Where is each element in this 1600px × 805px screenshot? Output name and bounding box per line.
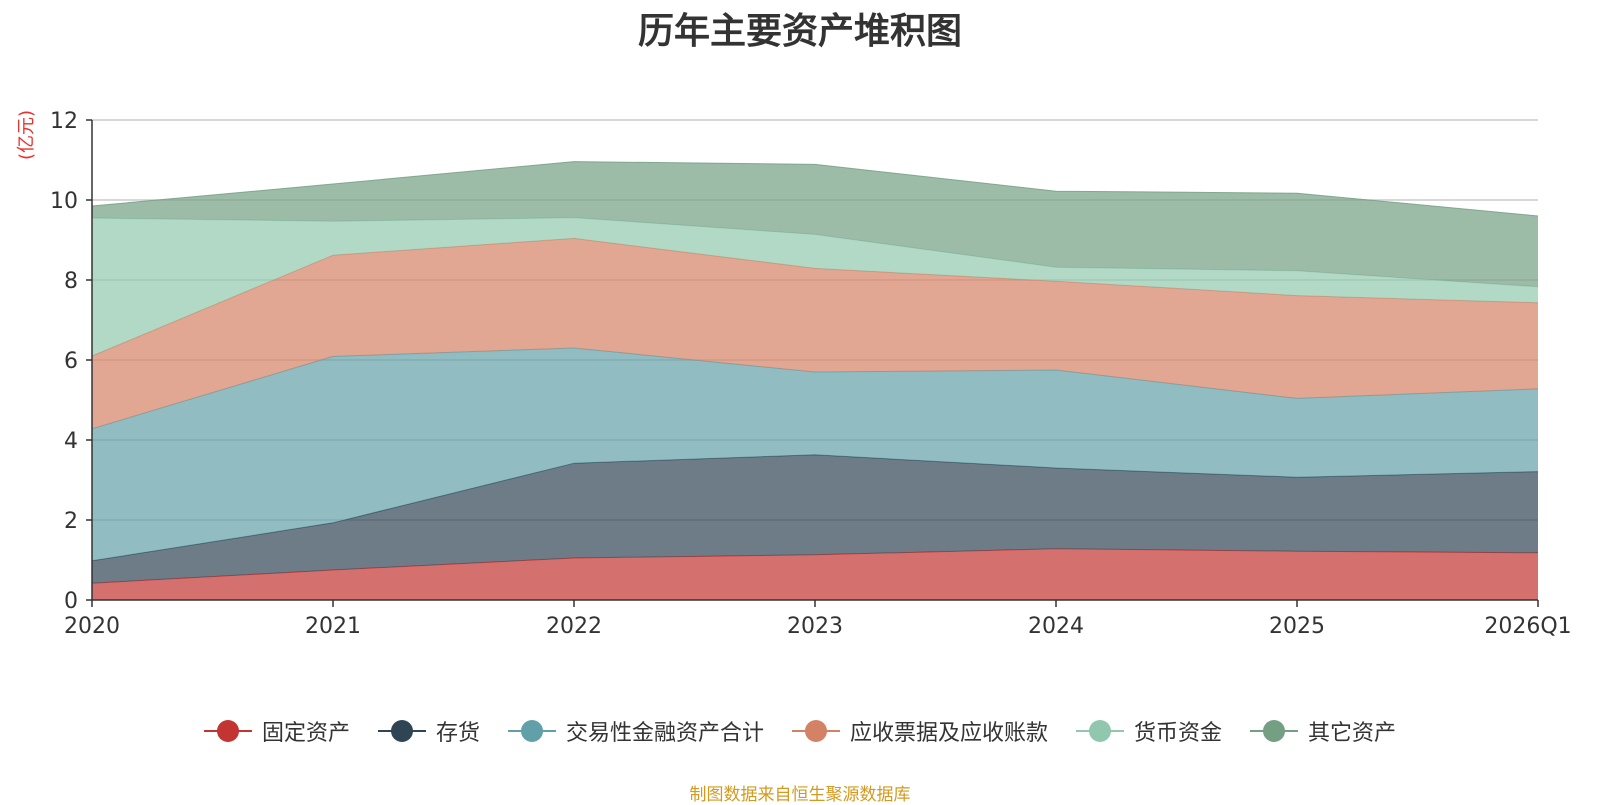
legend-label-0: 固定资产 bbox=[261, 721, 350, 746]
legend-marker-3 bbox=[792, 719, 840, 743]
legend-item-1[interactable]: 存货 bbox=[377, 715, 480, 747]
y-tick-label-6: 6 bbox=[64, 349, 78, 374]
x-tick-label-2023: 2023 bbox=[787, 614, 843, 639]
y-tick-label-8: 8 bbox=[64, 269, 78, 294]
legend-label-4: 货币资金 bbox=[1134, 721, 1223, 746]
legend-item-0[interactable]: 固定资产 bbox=[203, 715, 350, 747]
source-note: 制图数据来自恒生聚源数据库 bbox=[689, 785, 911, 805]
area-series-3[interactable] bbox=[92, 238, 1538, 429]
legend-marker-dot bbox=[520, 720, 543, 742]
legend-item-3[interactable]: 应收票据及应收账款 bbox=[792, 715, 1048, 747]
y-tick-label-12: 12 bbox=[50, 109, 78, 134]
x-tick-label-2022: 2022 bbox=[546, 614, 602, 639]
legend: 固定资产 存货 交易性金融资产合计 应收票据及应收账款 货币资金 其它资产 bbox=[0, 715, 1600, 749]
legend-label-5: 其它资产 bbox=[1308, 721, 1397, 746]
legend-marker-4 bbox=[1076, 719, 1125, 743]
x-tick-label-2025: 2025 bbox=[1269, 614, 1325, 639]
x-tick-label-2024: 2024 bbox=[1028, 614, 1084, 639]
legend-label-3: 应收票据及应收账款 bbox=[850, 721, 1049, 746]
stacked-area-chart: 0 2 4 6 8 10 12 2020 2021 2022 2023 2024 2025 2026Q1 bbox=[50, 109, 1572, 639]
y-tick-label-10: 10 bbox=[50, 189, 78, 214]
area-series-2[interactable] bbox=[92, 348, 1538, 561]
y-tick-label-2: 2 bbox=[64, 509, 78, 534]
y-tick-label-4: 4 bbox=[64, 429, 78, 454]
legend-marker-2 bbox=[507, 719, 556, 743]
legend-marker-5 bbox=[1250, 719, 1299, 743]
legend-marker-1 bbox=[377, 719, 426, 743]
x-tick-label-2026Q1: 2026Q1 bbox=[1484, 614, 1571, 639]
legend-label-1: 存货 bbox=[435, 721, 480, 746]
axes: 0 2 4 6 8 10 12 2020 2021 2022 2023 2024 2025 2026Q1 bbox=[50, 109, 1572, 639]
area-series-0[interactable] bbox=[92, 548, 1538, 600]
chart-title: 历年主要资产堆积图 bbox=[637, 11, 962, 52]
legend-marker-dot bbox=[216, 720, 239, 742]
legend-marker-0 bbox=[203, 719, 252, 743]
y-tick-label-0: 0 bbox=[64, 589, 78, 614]
area-series-layer bbox=[91, 161, 1539, 600]
x-tick-label-2020: 2020 bbox=[64, 614, 120, 639]
legend-item-5[interactable]: 其它资产 bbox=[1250, 715, 1396, 747]
legend-item-4[interactable]: 货币资金 bbox=[1076, 715, 1222, 747]
legend-marker-dot bbox=[1263, 720, 1286, 742]
legend-item-2[interactable]: 交易性金融资产合计 bbox=[507, 715, 764, 747]
legend-marker-dot bbox=[1089, 720, 1112, 742]
legend-marker-dot bbox=[805, 720, 827, 742]
area-series-edge-5 bbox=[91, 161, 1539, 217]
area-series-5[interactable] bbox=[92, 161, 1538, 287]
area-series-1[interactable] bbox=[92, 454, 1538, 584]
legend-label-2: 交易性金融资产合计 bbox=[565, 721, 764, 746]
x-tick-label-2021: 2021 bbox=[305, 614, 361, 639]
area-series-4[interactable] bbox=[92, 217, 1538, 356]
legend-marker-dot bbox=[390, 720, 413, 742]
